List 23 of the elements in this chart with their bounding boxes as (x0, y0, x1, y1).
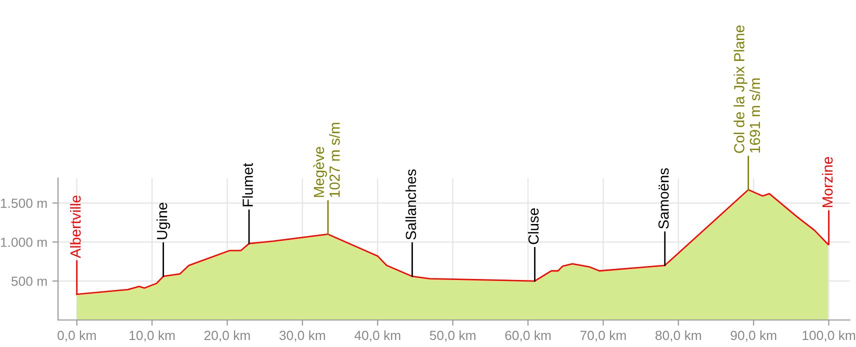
y-tick-label: 500 m (11, 276, 47, 286)
y-tick-label: 1.500 m (0, 198, 47, 208)
x-tick-label: 50,0 km (430, 330, 476, 342)
y-tick-label: 1.000 m (0, 238, 47, 247)
ref-line-label: Ugine (156, 202, 170, 240)
x-tick-label: 0,0 km (58, 330, 96, 342)
ref-line-label: Sallanches (405, 169, 416, 240)
ref-line-label: Albertville (70, 196, 81, 258)
ref-line-label: Megève 1027 m s/m (313, 122, 340, 198)
x-tick-label: 30,0 km (279, 330, 326, 342)
ref-line-label: Samoëns (658, 168, 669, 229)
x-tick-label: 90,0 km (730, 330, 776, 342)
ref-line-label: Col de la Jpix Plane 1691 m s/m (734, 25, 760, 153)
ref-line-label: Cluse (528, 208, 539, 244)
ref-line-label: Flumet (242, 163, 253, 206)
ref-line-label: Morzine (822, 157, 833, 208)
x-tick-label: 80,0 km (656, 330, 701, 342)
x-tick-label: 40,0 km (354, 330, 400, 342)
x-tick-label: 60,0 km (505, 330, 551, 342)
x-tick-label: 70,0 km (580, 330, 626, 342)
x-tick-label: 100,0 km (802, 330, 856, 342)
x-tick-label: 10,0 km (130, 330, 175, 342)
x-tick-label: 20,0 km (204, 330, 250, 342)
